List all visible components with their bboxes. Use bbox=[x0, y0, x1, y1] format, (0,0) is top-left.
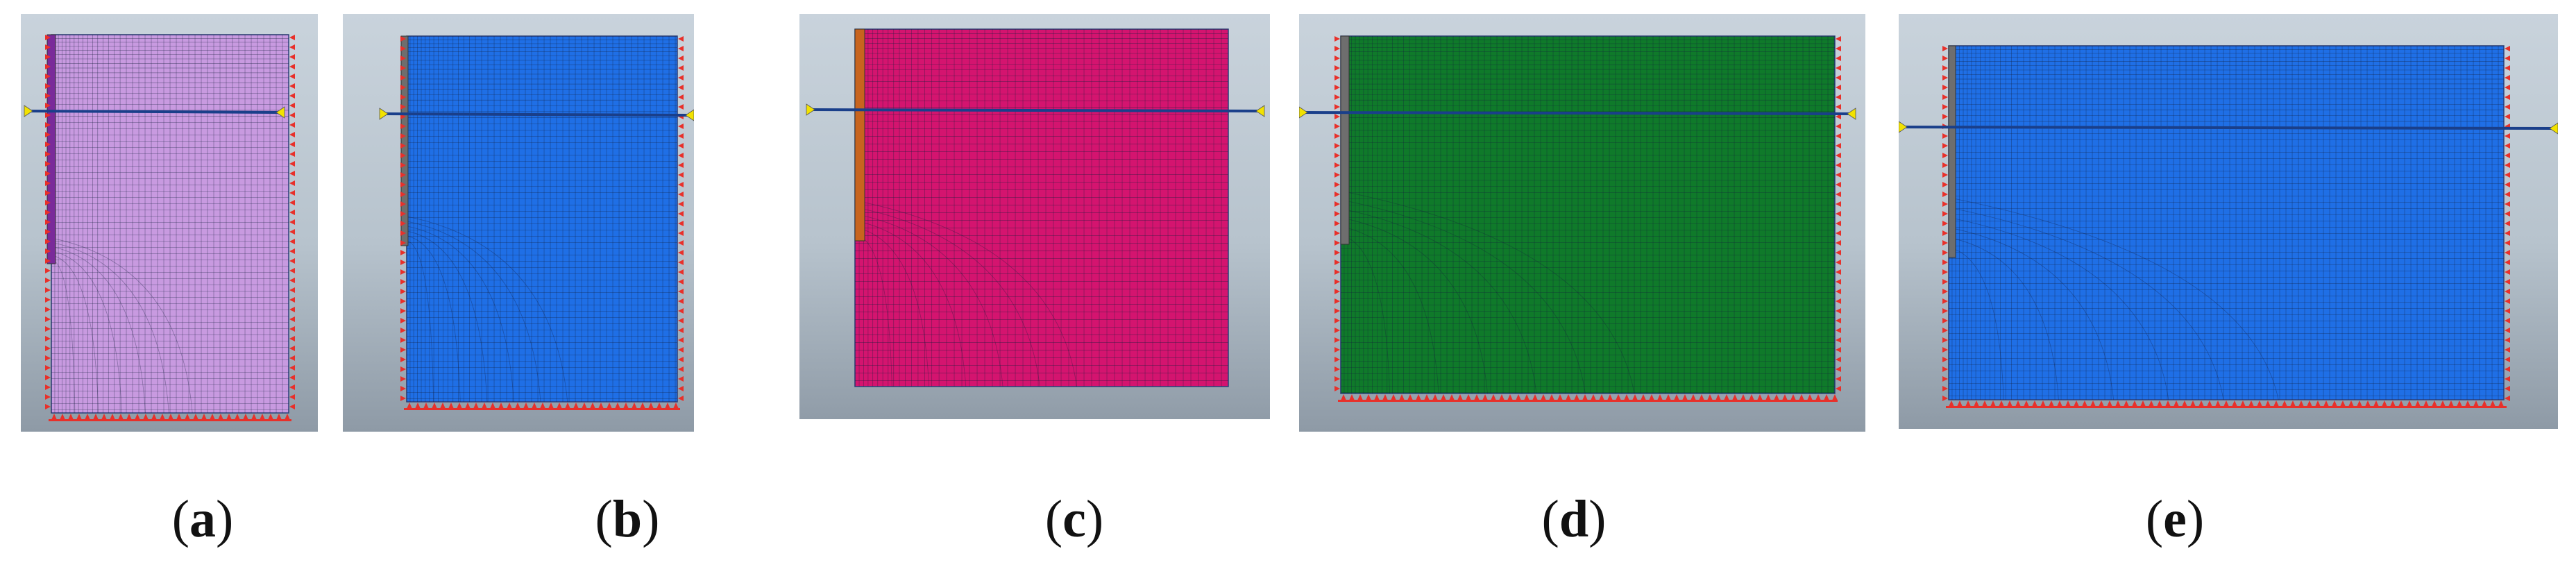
mesh-grid bbox=[1948, 45, 2504, 400]
soil-mesh bbox=[51, 34, 289, 414]
retaining-wall bbox=[1948, 45, 1956, 258]
mesh-grid bbox=[1340, 35, 1835, 393]
mesh-grid bbox=[51, 34, 289, 413]
anchor-end-markers bbox=[379, 108, 694, 121]
model-svg-e bbox=[1899, 14, 2558, 429]
anchor-rod bbox=[383, 112, 690, 117]
boundary-supports bbox=[45, 35, 295, 421]
anchor-end-markers bbox=[1299, 106, 1856, 120]
anchor-rod bbox=[28, 110, 281, 114]
boundary-supports bbox=[1942, 46, 2510, 408]
mesh-grid bbox=[406, 35, 677, 402]
mesh-transition-arcs bbox=[854, 200, 1077, 387]
anchor-end-markers bbox=[1899, 121, 2558, 135]
mesh-transition-arcs bbox=[51, 237, 193, 414]
model-svg-d bbox=[1299, 14, 1865, 432]
mesh-grid bbox=[854, 28, 1228, 387]
anchor-rod bbox=[1902, 126, 2554, 130]
soil-mesh bbox=[1340, 35, 1836, 394]
anchor-end-markers bbox=[24, 105, 285, 119]
model-panel-e bbox=[1899, 14, 2558, 429]
caption-b: (b) bbox=[595, 490, 660, 548]
viewport-bottom-strip bbox=[799, 419, 1270, 429]
caption-e: (e) bbox=[2145, 490, 2205, 548]
retaining-wall bbox=[854, 28, 865, 242]
mesh-transition-arcs bbox=[1948, 197, 2279, 400]
model-panel-d bbox=[1299, 14, 1865, 432]
caption-d: (d) bbox=[1541, 490, 1607, 548]
retaining-wall bbox=[400, 35, 409, 246]
soil-mesh bbox=[1948, 45, 2505, 400]
model-panel-b bbox=[343, 14, 694, 432]
anchor-rod bbox=[810, 108, 1261, 112]
model-panel-c bbox=[799, 14, 1270, 429]
soil-mesh bbox=[406, 35, 678, 403]
model-svg-c bbox=[799, 14, 1270, 429]
caption-a: (a) bbox=[171, 490, 234, 548]
boundary-supports bbox=[1334, 36, 1841, 402]
anchor-end-markers bbox=[806, 103, 1265, 117]
boundary-supports bbox=[400, 36, 684, 410]
mesh-transition-arcs bbox=[1340, 190, 1635, 394]
retaining-wall bbox=[1340, 35, 1350, 245]
soil-mesh bbox=[854, 28, 1229, 387]
model-svg-a bbox=[21, 14, 318, 432]
model-panel-a bbox=[21, 14, 318, 432]
caption-c: (c) bbox=[1044, 490, 1104, 548]
mesh-transition-arcs bbox=[406, 216, 568, 403]
anchor-rod bbox=[1303, 111, 1852, 115]
model-svg-b bbox=[343, 14, 694, 432]
retaining-wall bbox=[46, 34, 56, 264]
